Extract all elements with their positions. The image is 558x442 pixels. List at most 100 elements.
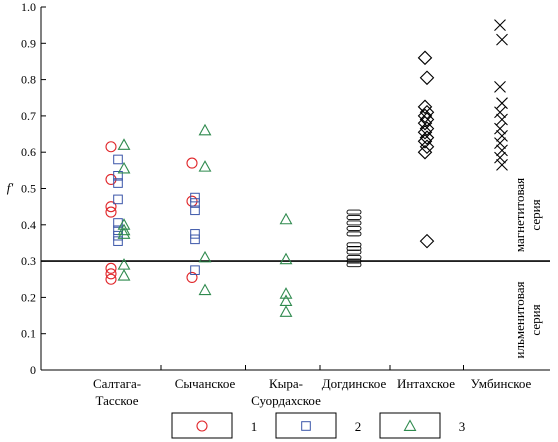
legend-box — [171, 412, 233, 439]
x-point — [496, 159, 508, 171]
legend-box — [379, 412, 441, 439]
data-marks — [105, 19, 508, 317]
x-point — [494, 106, 506, 119]
square-point — [113, 236, 123, 246]
diamond-point — [419, 130, 435, 145]
triangle-point — [198, 160, 212, 172]
y-tick-label: 0.1 — [21, 327, 36, 341]
diamond-point — [417, 115, 433, 131]
square-point — [190, 192, 200, 203]
x-point — [496, 113, 508, 126]
dash-point — [346, 215, 362, 220]
diamond-point — [417, 99, 433, 115]
y-tick-label: 0.2 — [21, 290, 36, 304]
diamond-point — [417, 124, 433, 140]
triangle-point — [279, 212, 293, 225]
category-label: Кыра- — [269, 376, 303, 391]
ilmenite-series-label: ильменитовая серия — [512, 281, 543, 358]
magnetite-series-label-line: серия — [528, 199, 543, 230]
legend: 1 2 3 — [171, 412, 466, 439]
y-tick-label: 0.4 — [21, 218, 36, 232]
dash-point — [346, 209, 362, 215]
category-label: Салтага- — [93, 376, 141, 391]
diamond-point — [417, 144, 433, 160]
x-point — [496, 129, 508, 142]
category-label: Умбинское — [471, 376, 532, 391]
diamond-point — [419, 112, 435, 127]
triangle-point — [117, 227, 131, 239]
circle-point — [196, 420, 208, 432]
legend-item: 1 — [171, 412, 258, 439]
diamond-point — [417, 134, 433, 149]
dash-point — [346, 231, 362, 237]
x-point — [494, 137, 506, 150]
dash-point — [346, 225, 362, 231]
square-point — [301, 421, 311, 431]
x-point — [494, 151, 506, 164]
ilmenite-series-label-line: серия — [528, 304, 543, 335]
x-point — [494, 122, 506, 135]
dash-point — [346, 262, 362, 268]
x-point — [494, 80, 506, 93]
diamond-point — [417, 50, 433, 66]
triangle-point — [198, 283, 212, 296]
y-tick-label: 1.0 — [21, 0, 36, 14]
circle-point — [105, 268, 117, 280]
square-point — [113, 154, 123, 165]
y-tick-label: 0.8 — [21, 73, 36, 87]
magnetite-series-label: магнетитовая серия — [512, 178, 543, 252]
triangle-point — [403, 419, 417, 431]
ilmenite-series-label-line: ильменитовая — [512, 281, 527, 358]
square-point — [190, 234, 200, 245]
y-tick-label: 0.6 — [21, 145, 36, 159]
axes: 0 0.1 0.2 0.3 0.4 0.5 0.6 0.7 0.8 0.9 1.0 f' — [7, 0, 550, 377]
magnetite-series-label-line: магнетитовая — [512, 178, 527, 252]
triangle-point — [198, 250, 212, 263]
y-tick-label: 0.3 — [21, 254, 36, 268]
legend-label: 2 — [355, 419, 362, 434]
x-point — [496, 97, 508, 110]
y-tick-label: 0.9 — [21, 36, 36, 50]
square-point — [113, 178, 123, 188]
legend-item: 2 — [275, 412, 362, 439]
dash-point — [346, 249, 362, 255]
square-point — [113, 230, 123, 241]
diamond-point — [419, 139, 435, 155]
circle-point — [186, 271, 198, 283]
diamond-point — [419, 70, 435, 86]
diamond-point — [419, 121, 435, 136]
diamond-point — [417, 108, 433, 124]
triangle-point — [117, 268, 131, 281]
triangle-point — [198, 123, 212, 136]
y-tick-label: 0.7 — [21, 109, 36, 123]
square-point — [113, 170, 123, 181]
dash-point — [346, 220, 362, 226]
x-point — [494, 19, 506, 32]
triangle-point — [279, 287, 293, 299]
square-point — [190, 229, 200, 239]
triangle-point — [279, 305, 293, 317]
circle-point — [186, 195, 198, 207]
circle-point — [105, 262, 117, 274]
category-label: Суордахское — [251, 393, 321, 408]
triangle-point — [279, 294, 293, 306]
circle-point — [105, 201, 117, 213]
category-label: Сычанское — [175, 376, 236, 391]
triangle-point — [279, 252, 293, 265]
y-axis-label: f' — [7, 180, 14, 195]
legend-label: 1 — [251, 419, 258, 434]
x-point — [496, 33, 508, 46]
circle-point — [105, 173, 117, 185]
triangle-point — [117, 223, 131, 236]
legend-box — [275, 412, 337, 439]
triangle-point — [117, 161, 131, 174]
legend-item: 3 — [379, 412, 466, 439]
square-point — [190, 205, 200, 216]
legend-label: 3 — [459, 419, 466, 434]
diamond-point — [419, 233, 435, 249]
y-tick-label: 0 — [30, 363, 36, 377]
circle-point — [105, 141, 117, 153]
category-label: Догдинское — [322, 376, 387, 391]
